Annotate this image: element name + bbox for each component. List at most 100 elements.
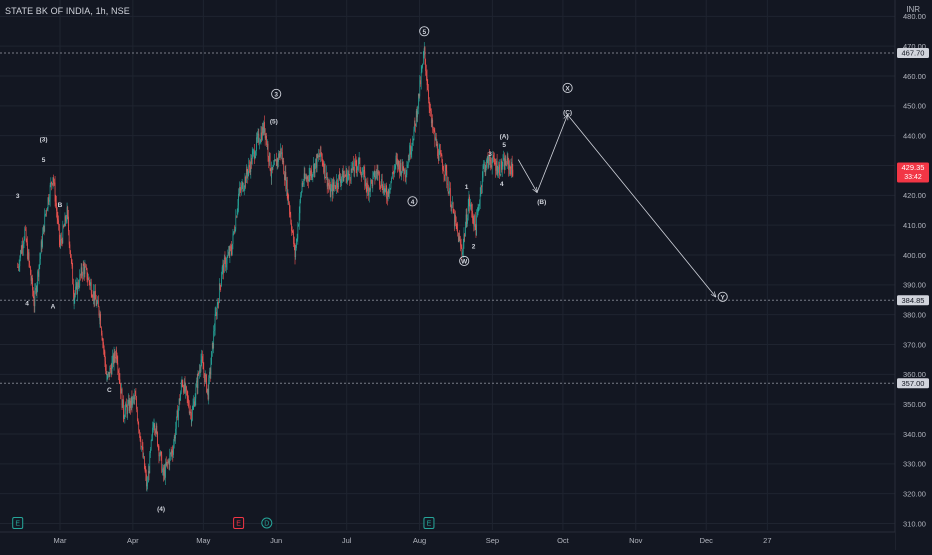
candle-body: [263, 122, 265, 134]
wave-label[interactable]: 3: [271, 88, 282, 99]
candle-body: [437, 143, 438, 157]
candle-body: [237, 205, 239, 211]
wave-label[interactable]: 1: [465, 184, 469, 191]
projection-line[interactable]: [517, 159, 537, 193]
candle-body: [273, 160, 275, 166]
candle-body: [261, 132, 262, 140]
wave-label[interactable]: 4: [500, 181, 504, 188]
y-tick-label: 350.00: [903, 400, 926, 409]
candle-body: [70, 250, 71, 258]
candle-body: [438, 156, 439, 161]
event-marker[interactable]: D: [261, 517, 273, 529]
candle-body: [20, 250, 22, 253]
candle-body: [25, 229, 27, 242]
candle-body: [135, 395, 137, 400]
candle-body: [448, 192, 450, 194]
candle-body: [289, 210, 291, 215]
event-marker[interactable]: E: [233, 517, 245, 529]
candle-body: [115, 356, 116, 359]
candle-body: [293, 243, 295, 245]
candle-body: [316, 158, 317, 168]
projection-line[interactable]: [536, 115, 568, 193]
wave-label[interactable]: (4): [157, 506, 165, 513]
price-badge: 357.00: [897, 378, 929, 389]
projection-line[interactable]: [567, 114, 716, 297]
candle-body: [124, 410, 126, 419]
candle-body: [85, 266, 86, 268]
candle-body: [32, 290, 34, 297]
candle-body: [140, 440, 142, 448]
event-marker[interactable]: E: [423, 517, 435, 529]
candle-body: [508, 160, 509, 170]
candle-body: [228, 251, 230, 256]
wave-label[interactable]: B: [58, 202, 63, 209]
candle-body: [338, 174, 340, 187]
candle-body: [31, 278, 33, 281]
candle-body: [439, 150, 441, 152]
candle-body: [304, 173, 306, 179]
wave-label[interactable]: 5: [419, 26, 430, 37]
candle-body: [180, 383, 182, 393]
candle-body: [56, 203, 57, 211]
candle-body: [401, 171, 403, 175]
candle-body: [222, 263, 224, 268]
candle-body: [452, 202, 453, 204]
candle-body: [105, 361, 106, 371]
wave-label[interactable]: C: [107, 387, 112, 394]
candle-body: [141, 446, 142, 448]
candle-body: [112, 355, 114, 365]
wave-label[interactable]: (A): [500, 133, 509, 140]
candle-body: [163, 468, 164, 476]
candle-body: [176, 410, 178, 417]
candle-body: [323, 165, 325, 173]
candle-body: [97, 300, 99, 307]
candle-body: [383, 185, 384, 193]
event-marker[interactable]: E: [12, 517, 24, 529]
wave-label[interactable]: (3): [40, 136, 48, 143]
candle-body: [490, 160, 492, 166]
candle-body: [168, 460, 170, 466]
wave-label[interactable]: 3: [488, 151, 492, 158]
candle-body: [320, 146, 322, 154]
wave-label[interactable]: 5: [502, 142, 506, 149]
candle-body: [79, 274, 81, 287]
wave-label[interactable]: X: [562, 82, 573, 93]
candle-body: [177, 410, 179, 421]
candle-body: [389, 190, 390, 194]
candle-body: [447, 183, 448, 185]
candle-body: [311, 170, 312, 178]
wave-label[interactable]: (5): [270, 118, 278, 125]
wave-label[interactable]: 5: [42, 157, 46, 164]
candle-body: [465, 226, 466, 237]
wave-label-text: (B): [537, 199, 546, 206]
wave-label[interactable]: 4: [25, 300, 29, 307]
candle-body: [313, 164, 314, 173]
candle-body: [368, 188, 370, 196]
candle-body: [292, 231, 294, 233]
candle-body: [255, 151, 257, 157]
wave-label[interactable]: 4: [407, 196, 418, 207]
candle-body: [486, 156, 488, 160]
candle-body: [454, 215, 456, 227]
event-marker-shape: [423, 517, 435, 529]
wave-label[interactable]: (B): [537, 199, 546, 206]
wave-label[interactable]: W: [459, 255, 470, 267]
wave-label[interactable]: 3: [16, 193, 20, 200]
candle-body: [183, 381, 185, 393]
candle-body: [395, 158, 397, 160]
wave-label-circle: [407, 196, 418, 207]
candle-body: [206, 388, 208, 393]
y-tick-label: 440.00: [903, 131, 926, 140]
candle-body: [221, 278, 222, 286]
wave-label[interactable]: 2: [472, 244, 476, 251]
candle-body: [19, 257, 21, 267]
wave-label[interactable]: (C): [563, 109, 572, 116]
candle-body: [113, 351, 115, 365]
candle-body: [485, 167, 487, 173]
wave-label[interactable]: A: [51, 303, 56, 310]
candle-body: [243, 189, 244, 191]
candle-body: [196, 380, 197, 388]
wave-label[interactable]: Y: [717, 291, 728, 302]
